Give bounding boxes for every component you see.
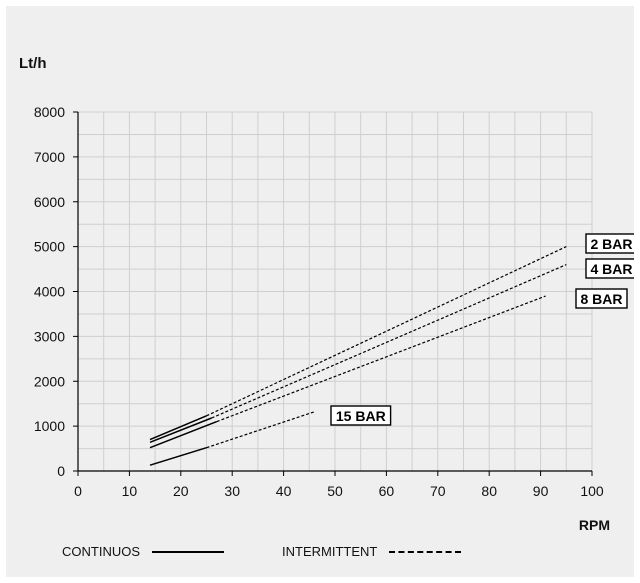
series-4-bar-continuous	[149, 417, 212, 443]
series-8-bar-continuous	[149, 420, 218, 449]
x-tick-label: 90	[533, 483, 549, 499]
series-15-bar-intermittent	[206, 411, 315, 449]
x-tick-label: 60	[379, 483, 395, 499]
series-label-4-bar: 4 BAR	[590, 261, 632, 277]
series-label-8-bar: 8 BAR	[580, 291, 622, 307]
y-tick-label: 1000	[34, 418, 65, 434]
series-2-bar-continuous	[149, 415, 207, 441]
y-tick-label: 6000	[34, 194, 65, 210]
legend-continuous: CONTINUOS	[62, 544, 224, 559]
y-tick-label: 8000	[34, 104, 65, 120]
legend-continuous-label: CONTINUOS	[62, 544, 140, 559]
axes: 0 10 20 30 40 50 60 70 80 90 100010002000300040005…	[34, 104, 604, 499]
grid	[77, 111, 593, 472]
series-lines	[149, 246, 567, 466]
series-15-bar-continuous	[149, 446, 207, 466]
legend-intermittent: INTERMITTENT	[282, 544, 462, 559]
x-tick-label: 30	[224, 483, 240, 499]
series-label-box-4-bar	[585, 258, 634, 279]
y-axis-title: Lt/h	[19, 55, 47, 72]
x-tick-label: 10	[122, 483, 138, 499]
series-label-15-bar: 15 BAR	[336, 408, 386, 424]
y-tick-label: 7000	[34, 149, 65, 165]
x-tick-label: 80	[481, 483, 497, 499]
y-tick-label: 3000	[34, 328, 65, 344]
series-label-box-15-bar	[330, 405, 392, 426]
y-tick-label: 4000	[34, 284, 65, 300]
series-label-box-8-bar	[575, 288, 628, 309]
series-labels: 2 BAR 4 BAR 8 BAR 15 BAR	[330, 233, 634, 426]
series-label-box-2-bar	[585, 233, 634, 254]
x-tick-label: 100	[580, 483, 604, 499]
line-chart: 0 10 20 30 40 50 60 70 80 90 100010002000300040005…	[19, 55, 634, 533]
x-axis-title: RPM	[579, 517, 610, 533]
y-tick-label: 5000	[34, 239, 65, 255]
x-tick-label: 70	[430, 483, 446, 499]
series-label-2-bar: 2 BAR	[590, 236, 632, 252]
x-tick-label: 0	[74, 483, 82, 499]
x-tick-label: 40	[276, 483, 292, 499]
legend-intermittent-swatch	[389, 550, 462, 553]
x-tick-label: 50	[327, 483, 343, 499]
series-4-bar-intermittent	[211, 264, 567, 419]
series-8-bar-intermittent	[216, 295, 546, 423]
legend-continuous-swatch	[152, 550, 224, 553]
series-2-bar-intermittent	[206, 246, 567, 417]
chart-panel: 0 10 20 30 40 50 60 70 80 90 100 0 1000 2000 3000 4000 5…	[6, 6, 634, 577]
legend-intermittent-label: INTERMITTENT	[282, 544, 378, 559]
y-tick-label: 2000	[34, 373, 65, 389]
x-tick-label: 20	[173, 483, 189, 499]
y-tick-label: 0	[57, 463, 65, 479]
